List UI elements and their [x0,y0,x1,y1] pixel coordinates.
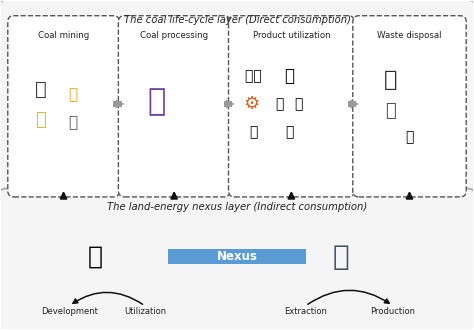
Bar [168,249,306,264]
Text: 💡: 💡 [294,97,302,111]
FancyArrowPatch shape [308,290,389,304]
Text: Nexus: Nexus [217,250,257,263]
Text: ⬛: ⬛ [35,81,47,99]
Text: ⬛: ⬛ [384,71,397,90]
Text: ⚙: ⚙ [243,95,259,113]
Text: 🚜: 🚜 [284,67,294,85]
Text: Production: Production [371,307,416,316]
FancyBboxPatch shape [0,0,474,205]
Text: 👨‍🌾: 👨‍🌾 [245,69,262,83]
Bar [113,101,122,107]
Text: Waste disposal: Waste disposal [377,31,442,40]
Text: Extraction: Extraction [284,307,327,316]
Text: 🚜: 🚜 [68,87,77,102]
Text: Coal processing: Coal processing [140,31,208,40]
FancyBboxPatch shape [8,16,119,197]
FancyBboxPatch shape [353,16,466,197]
FancyArrowPatch shape [73,292,143,304]
Text: 🌊: 🌊 [405,130,414,144]
Text: Product utilization: Product utilization [253,31,330,40]
FancyBboxPatch shape [228,16,354,197]
Text: Utilization: Utilization [124,307,166,316]
Text: The coal life-cycle layer (Direct consumption): The coal life-cycle layer (Direct consum… [124,16,350,25]
Text: The land-energy nexus layer (Indirect consumption): The land-energy nexus layer (Indirect co… [107,202,367,212]
Bar [224,101,232,107]
Text: 🏗: 🏗 [249,125,258,139]
Text: Development: Development [41,307,98,316]
Text: 🌄: 🌄 [88,245,103,269]
Text: ⛏: ⛏ [68,115,77,130]
Text: 🏭: 🏭 [385,102,396,120]
Text: 💧: 💧 [275,97,284,111]
Text: 🔋: 🔋 [333,243,349,271]
Text: Coal mining: Coal mining [38,31,89,40]
FancyBboxPatch shape [0,188,474,330]
Text: ⛑: ⛑ [36,112,46,129]
Text: 🏭: 🏭 [147,87,166,116]
FancyBboxPatch shape [118,16,230,197]
Bar [348,101,356,107]
Text: 👥: 👥 [285,125,293,139]
